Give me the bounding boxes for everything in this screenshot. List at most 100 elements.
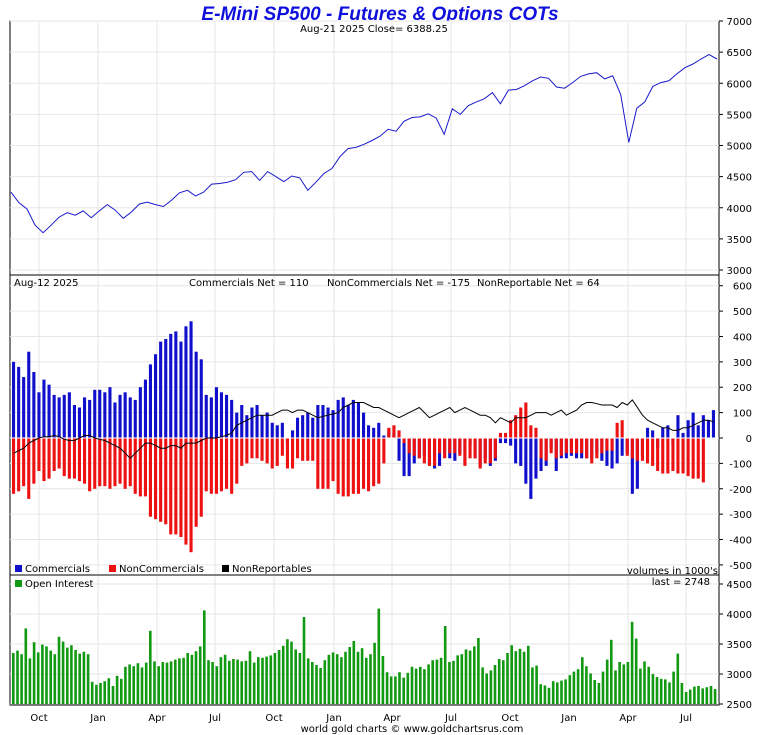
cot-tick-label: 200 <box>733 383 752 394</box>
open-interest-bar <box>676 653 680 704</box>
noncommercials-bar <box>610 438 614 451</box>
noncommercials-bar <box>661 438 665 474</box>
oi-tick-label: 3500 <box>727 640 752 651</box>
open-interest-bar <box>398 672 401 704</box>
noncommercials-bar <box>123 438 127 489</box>
open-interest-bar <box>36 652 40 704</box>
x-axis-label: Jan <box>325 713 341 724</box>
noncommercials-bar <box>321 438 325 489</box>
open-interest-bar <box>477 638 480 704</box>
open-interest-bar <box>634 638 638 704</box>
open-interest-bar <box>174 659 177 704</box>
commercials-bar <box>62 394 66 438</box>
open-interest-bar <box>107 678 111 704</box>
commercials-bar <box>159 341 163 438</box>
open-interest-bar <box>198 646 202 704</box>
commercials-bar <box>265 412 269 438</box>
cot-tick-label: 500 <box>733 307 752 318</box>
price-grid <box>10 20 719 274</box>
oi-bars <box>12 608 717 704</box>
noncommercials-bar <box>453 438 457 454</box>
open-interest-bar <box>331 652 335 704</box>
oi-tick-label: 4500 <box>727 580 752 591</box>
noncommercials-bar <box>615 422 619 438</box>
open-interest-bar <box>228 660 231 704</box>
open-interest-bar <box>369 654 372 704</box>
noncommercials-bar <box>194 438 198 527</box>
noncommercials-bar <box>402 438 406 444</box>
commercials-bar <box>681 432 685 438</box>
commercials-bar <box>610 438 614 469</box>
open-interest-bar <box>410 666 414 704</box>
open-interest-bar <box>136 663 140 704</box>
commercials-bar <box>22 377 26 438</box>
commercials-bar <box>184 326 188 438</box>
legend-noncommercials: NonCommercials <box>119 564 204 575</box>
open-interest-bar <box>232 659 235 704</box>
open-interest-bar <box>286 639 289 704</box>
noncommercials-bar <box>676 438 680 474</box>
open-interest-bar <box>115 675 119 704</box>
noncommercials-bar <box>67 438 71 479</box>
oi-tick-label: 3000 <box>727 670 752 681</box>
commercials-bar <box>225 394 229 438</box>
cot-tick-label: -500 <box>729 561 752 572</box>
noncommercials-bar <box>159 438 163 522</box>
price-tick-label: 5000 <box>727 142 752 153</box>
noncommercials-bar <box>148 438 152 517</box>
open-interest-bar <box>74 650 77 704</box>
noncommercials-bar <box>285 438 289 469</box>
noncommercials-bar <box>250 438 254 459</box>
open-interest-bar <box>298 653 302 704</box>
open-interest-bar <box>610 639 613 704</box>
x-axis-label: Jan <box>89 713 105 724</box>
noncommercials-bar <box>514 415 518 438</box>
commercials-bar <box>204 394 208 438</box>
noncommercials-bar <box>549 438 553 454</box>
cot-tick-label: -100 <box>729 459 752 470</box>
open-interest-bar <box>45 646 48 704</box>
noncommercials-bar <box>620 420 624 438</box>
noncommercials-bar <box>235 438 239 484</box>
noncommercials-bar <box>306 438 310 461</box>
open-interest-bar <box>340 657 343 704</box>
commercials-bar <box>103 392 107 438</box>
open-interest-bar <box>622 664 626 704</box>
commercials-bar <box>88 399 92 438</box>
open-interest-bar <box>95 684 98 704</box>
open-interest-bar <box>186 653 189 704</box>
noncommercials-bar <box>554 438 558 459</box>
commercials-bar <box>336 399 340 438</box>
noncommercials-bar <box>230 438 234 494</box>
nonreportable-net: NonReportable Net = 64 <box>477 278 600 289</box>
commercials-bar <box>209 397 213 438</box>
open-interest-bar <box>306 658 310 704</box>
commercials-bar <box>529 438 533 499</box>
open-interest-bar <box>365 657 368 704</box>
noncommercials-bar <box>351 438 355 494</box>
noncommercials-bar <box>57 438 61 469</box>
commercials-bar <box>128 397 132 438</box>
price-tick-label: 6500 <box>727 48 752 59</box>
noncommercials-bar <box>311 438 315 461</box>
open-interest-bar <box>78 653 81 704</box>
open-interest-bar <box>601 671 605 704</box>
x-axis: Oct Jan Apr Jul Oct Jan Apr Jul Oct Jan Apr Jul <box>30 713 692 724</box>
noncommercials-bar <box>372 438 376 487</box>
open-interest-bar <box>597 683 601 704</box>
commercials-bar <box>275 425 279 438</box>
noncommercials-bar <box>686 438 690 477</box>
commercials-bar <box>32 372 36 438</box>
noncommercials-bar <box>544 438 548 461</box>
open-interest-bar <box>693 686 696 704</box>
open-interest-bar <box>335 654 339 704</box>
open-interest-bar <box>522 651 526 704</box>
open-interest-bar <box>493 665 497 704</box>
open-interest-bar <box>539 684 542 704</box>
price-y-axis: 3000 3500 4000 4500 5000 5500 6000 6500 7000 <box>719 17 752 277</box>
price-tick-label: 6000 <box>727 79 752 90</box>
volumes-note: volumes in 1000's <box>627 566 718 577</box>
x-axis-label: Jul <box>679 713 692 724</box>
open-interest-bar <box>327 654 331 704</box>
